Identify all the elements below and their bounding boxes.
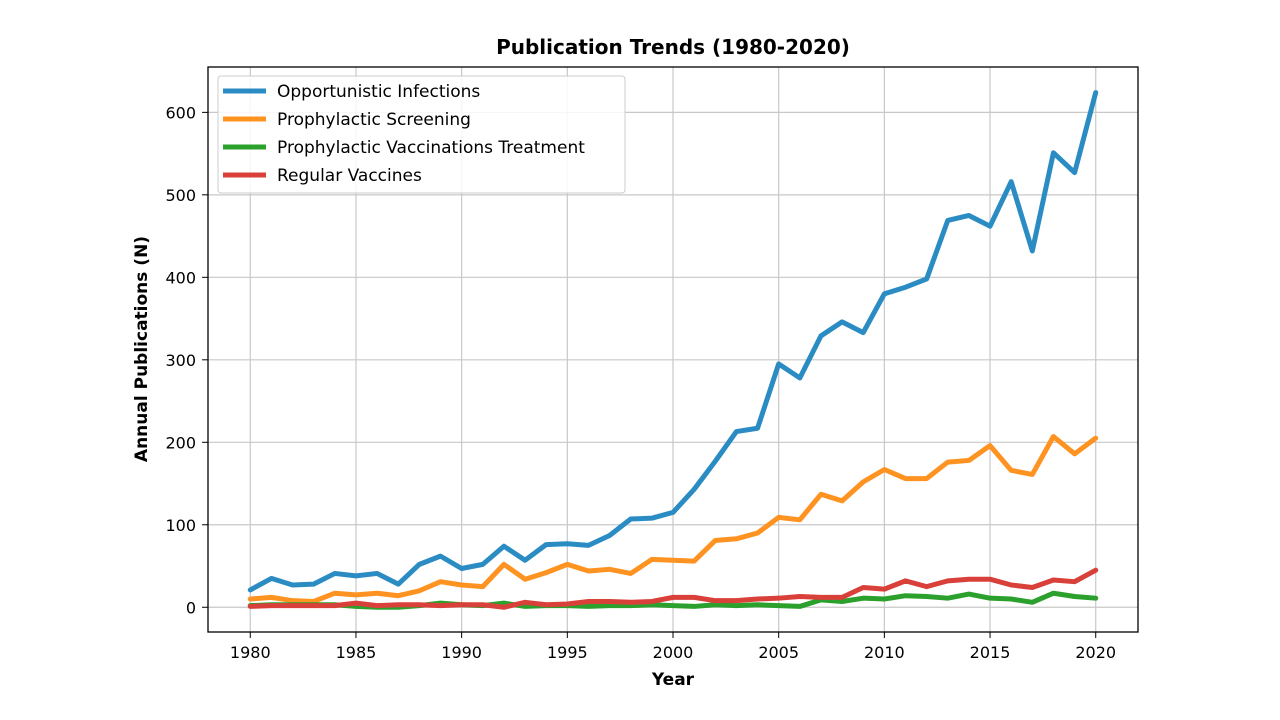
x-axis-ticks: 1980 1985 1990 1995 2000 2005 2010 2015 2020: [230, 632, 1116, 662]
y-tick-label: 400: [165, 268, 196, 287]
y-tick-label: 500: [165, 186, 196, 205]
x-tick-label: 2010: [864, 643, 905, 662]
legend-label-prophylactic-screening: Prophylactic Screening: [277, 110, 471, 130]
x-axis-label: Year: [651, 670, 695, 690]
x-tick-label: 2015: [970, 643, 1011, 662]
legend-label-prophylactic-vaccinations-treatment: Prophylactic Vaccinations Treatment: [277, 138, 585, 158]
legend-label-regular-vaccines: Regular Vaccines: [277, 166, 422, 186]
legend-label-opportunistic-infections: Opportunistic Infections: [277, 82, 480, 102]
series-line-regular-vaccines: [247, 567, 1099, 610]
y-axis-label: Annual Publications (N): [132, 236, 152, 462]
legend-box: [217, 75, 626, 194]
x-tick-label: 1980: [230, 643, 271, 662]
series-group: [247, 90, 1099, 610]
chart-title: Publication Trends (1980-2020): [496, 35, 850, 59]
series-line-opportunistic-infections: [247, 90, 1099, 593]
x-tick-label: 1995: [547, 643, 588, 662]
x-tick-label: 1985: [336, 643, 377, 662]
y-tick-label: 300: [165, 351, 196, 370]
series-line-prophylactic-screening: [247, 434, 1099, 604]
y-tick-label: 200: [165, 433, 196, 452]
y-axis-ticks: 0 100 200 300 400 500 600: [165, 103, 208, 617]
y-tick-label: 600: [165, 103, 196, 122]
legend: Opportunistic Infections Prophylactic Scr…: [217, 75, 626, 194]
x-tick-label: 2020: [1075, 643, 1116, 662]
x-tick-label: 2005: [758, 643, 799, 662]
x-tick-label: 1990: [441, 643, 482, 662]
x-tick-label: 2000: [653, 643, 694, 662]
y-tick-label: 0: [186, 598, 196, 617]
y-tick-label: 100: [165, 516, 196, 535]
